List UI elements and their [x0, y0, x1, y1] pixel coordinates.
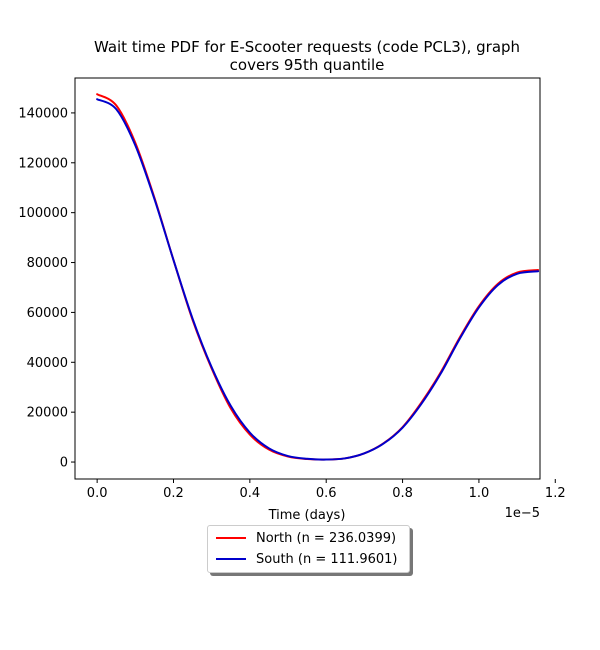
x-axis-offset-label: 1e−5 — [505, 506, 540, 521]
legend-swatch-north — [216, 537, 246, 539]
x-tick-label: 1.0 — [469, 486, 490, 501]
y-tick-label: 140000 — [18, 106, 68, 121]
y-tick-label: 120000 — [18, 156, 68, 171]
series-line-north — [96, 93, 540, 461]
x-tick-label: 0.8 — [392, 486, 413, 501]
y-axis: 0 20000 40000 60000 80000 100000 120000 140000 — [18, 106, 75, 471]
x-axis: 0.0 0.2 0.4 0.6 0.8 1.0 1.2 — [87, 479, 566, 501]
legend-item-north: North (n = 236.0399) — [216, 529, 396, 547]
axes-frame — [74, 77, 541, 480]
legend-swatch-south — [216, 558, 246, 560]
chart-title-line-2: covers 95th quantile — [230, 56, 385, 74]
plot-area — [96, 93, 540, 461]
y-tick-label: 60000 — [27, 306, 68, 321]
x-tick-label: 1.2 — [545, 486, 566, 501]
legend: North (n = 236.0399) South (n = 111.9601… — [207, 525, 410, 573]
legend-label-south: South (n = 111.9601) — [256, 551, 398, 567]
chart-title-line-1: Wait time PDF for E-Scooter requests (co… — [94, 38, 520, 56]
series-line-south — [96, 98, 540, 461]
legend-item-south: South (n = 111.9601) — [216, 550, 397, 568]
y-tick-label: 80000 — [27, 256, 68, 271]
x-tick-label: 0.6 — [316, 486, 337, 501]
x-tick-label: 0.2 — [163, 486, 184, 501]
y-tick-label: 40000 — [27, 356, 68, 371]
x-axis-label: Time (days) — [268, 508, 346, 523]
y-tick-label: 0 — [60, 456, 68, 471]
y-tick-label: 100000 — [18, 206, 68, 221]
x-tick-label: 0.0 — [87, 486, 108, 501]
y-tick-label: 20000 — [27, 406, 68, 421]
x-tick-label: 0.4 — [240, 486, 261, 501]
legend-label-north: North (n = 236.0399) — [256, 530, 397, 546]
